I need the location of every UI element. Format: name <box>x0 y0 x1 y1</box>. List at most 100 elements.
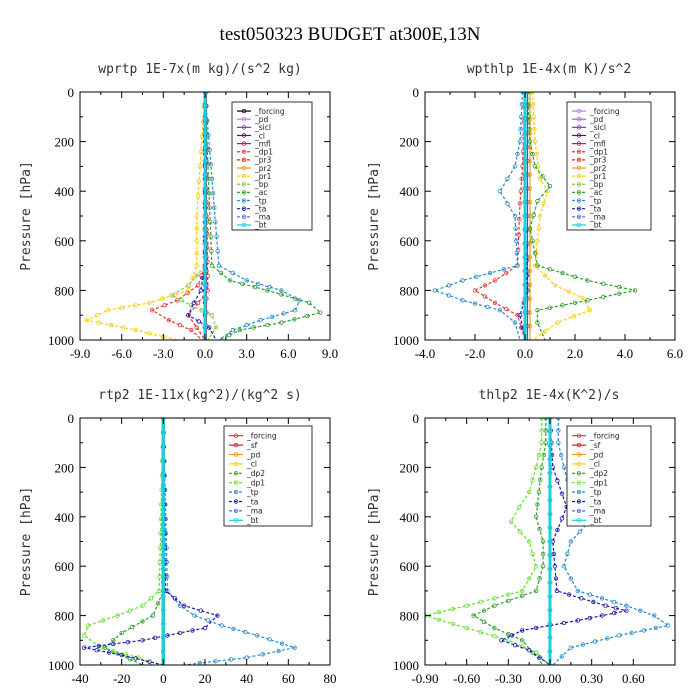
series-line-dp1 <box>425 418 551 665</box>
series-marker <box>202 117 208 122</box>
series-marker <box>522 296 528 301</box>
series-marker <box>517 529 523 534</box>
series-marker <box>547 484 553 489</box>
series-marker <box>244 278 249 283</box>
x-tick-label: -0.30 <box>495 671 522 686</box>
series-marker <box>530 238 535 243</box>
series-marker <box>565 551 570 557</box>
legend-marker <box>576 108 582 114</box>
series-line-tp <box>162 418 297 665</box>
series-group <box>81 418 297 665</box>
series-marker <box>129 624 135 630</box>
series-marker <box>196 179 202 184</box>
legend-marker <box>241 182 247 187</box>
series-marker <box>592 639 598 644</box>
series-marker <box>566 289 571 294</box>
series-marker <box>514 238 519 243</box>
series-marker <box>665 623 671 628</box>
x-tick-label: -4.0 <box>415 346 436 361</box>
legend-marker <box>241 149 247 154</box>
series-marker <box>254 633 260 638</box>
series-marker <box>539 428 544 433</box>
x-tick-label: 0.60 <box>622 671 645 686</box>
series-marker <box>547 443 553 448</box>
series-marker <box>115 613 120 618</box>
series-marker <box>209 176 215 181</box>
series-marker <box>504 306 509 312</box>
x-tick-label: -0.60 <box>453 671 480 686</box>
series-marker <box>516 232 521 237</box>
series-marker <box>522 131 528 136</box>
series-marker <box>157 559 163 565</box>
series-marker <box>497 188 503 194</box>
series-marker <box>520 588 525 594</box>
series-marker <box>202 186 208 191</box>
series-marker <box>525 92 530 95</box>
legend-marker <box>576 489 582 495</box>
legend-label: _forcing <box>589 432 620 441</box>
series-marker <box>172 596 177 601</box>
x-tick-label: 60 <box>282 671 295 686</box>
series-marker <box>260 652 265 657</box>
series-marker <box>653 625 659 631</box>
series-marker <box>269 314 275 320</box>
series-marker <box>472 301 478 306</box>
legend-marker <box>576 198 582 203</box>
series-marker <box>207 147 212 153</box>
legend-label: _sicl <box>589 123 606 132</box>
series-marker <box>522 268 528 274</box>
chart-panel-1: wprtp 1E-7x(m kg)/(s^2 kg) Pressure [hPa]… <box>19 62 338 361</box>
legend-marker <box>576 433 582 438</box>
x-tick-label: -0.90 <box>411 671 438 686</box>
series-marker <box>464 625 469 631</box>
series-marker <box>558 452 564 458</box>
series-marker <box>506 592 511 597</box>
series-marker <box>535 198 540 204</box>
legend-label: _bp <box>589 180 604 189</box>
series-marker <box>599 613 605 618</box>
series-marker <box>227 332 232 338</box>
series-marker <box>198 149 204 154</box>
series-marker <box>551 551 556 557</box>
series-line-pr1 <box>531 92 591 340</box>
series-marker <box>202 172 208 177</box>
series-marker <box>100 618 106 623</box>
series-marker <box>297 298 302 303</box>
x-tick-label: 3.0 <box>239 346 255 361</box>
series-marker <box>165 633 170 638</box>
series-marker <box>515 263 520 268</box>
series-marker <box>209 248 214 254</box>
series-marker <box>482 283 488 288</box>
series-marker <box>169 293 174 298</box>
series-marker <box>506 598 511 603</box>
series-marker <box>127 608 133 613</box>
series-marker <box>188 327 194 333</box>
series-marker <box>559 491 565 496</box>
legend-label: _pr3 <box>254 156 272 165</box>
series-marker <box>533 588 539 594</box>
series-marker <box>527 282 533 288</box>
series-marker <box>133 303 138 308</box>
series-marker <box>579 596 584 601</box>
series-marker <box>522 255 528 260</box>
legend-label: _tp <box>246 488 259 497</box>
series-marker <box>533 564 539 569</box>
y-tick-label: 1000 <box>48 333 74 348</box>
series-marker <box>513 226 518 231</box>
legend-marker <box>233 452 239 457</box>
legend-marker <box>576 508 582 514</box>
series-marker <box>202 144 208 150</box>
series-marker <box>161 635 166 640</box>
series-line-dp2 <box>472 418 547 665</box>
legend-marker <box>576 222 582 228</box>
series-marker <box>536 452 542 458</box>
series-marker <box>547 553 553 558</box>
legend-marker <box>576 149 582 154</box>
y-tick-label: 1000 <box>393 333 419 348</box>
legend: _forcing_sf_pd_cl_dp2_dp1_tp_ta_ma_bt <box>566 425 652 527</box>
series-marker <box>605 636 610 641</box>
series-marker <box>231 626 236 631</box>
series-marker <box>587 615 593 621</box>
series-marker <box>147 659 152 664</box>
series-marker <box>587 592 593 597</box>
